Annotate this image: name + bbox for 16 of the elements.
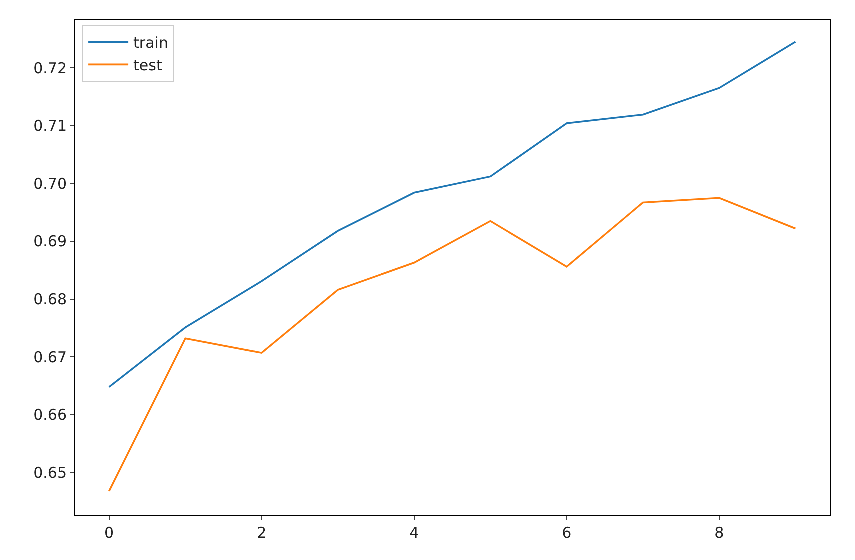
x-tick-label: 4	[410, 524, 420, 542]
y-tick-label: 0.71	[34, 117, 67, 136]
x-tick-label: 8	[714, 524, 724, 542]
x-tick-label: 0	[104, 524, 114, 542]
y-tick-label: 0.65	[34, 464, 67, 482]
y-tick-label: 0.67	[34, 348, 67, 366]
y-tick-label: 0.68	[34, 290, 67, 309]
y-tick-label: 0.72	[34, 59, 67, 78]
y-tick-label: 0.66	[34, 406, 67, 424]
legend-label: test	[134, 56, 162, 75]
y-tick-label: 0.70	[34, 174, 67, 193]
line-series	[108, 197, 797, 492]
y-tick-label: 0.69	[34, 232, 67, 251]
x-tick-label: 2	[257, 524, 267, 542]
x-tick-label: 6	[562, 524, 572, 542]
legend-label: train	[134, 34, 168, 52]
